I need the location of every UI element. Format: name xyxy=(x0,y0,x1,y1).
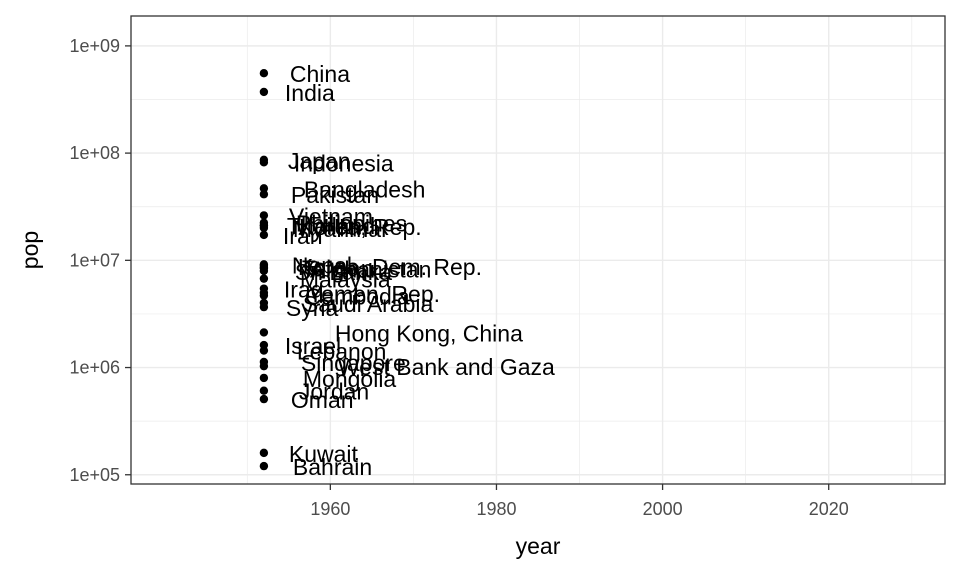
data-point xyxy=(259,361,269,371)
x-tick-label: 1960 xyxy=(310,499,350,519)
y-axis: 1e+05 1e+06 1e+07 1e+08 1e+09 xyxy=(69,36,131,485)
data-point xyxy=(259,266,269,276)
point-label: Jordan xyxy=(299,379,369,405)
y-tick-label: 1e+07 xyxy=(69,250,120,270)
data-point xyxy=(259,260,269,269)
data-point xyxy=(259,184,269,193)
point-label: Afghanistan xyxy=(310,256,431,282)
point-label: Bangladesh xyxy=(304,176,426,202)
major-gridlines xyxy=(131,16,945,484)
point-label: Kuwait xyxy=(289,441,359,467)
data-point xyxy=(259,211,269,220)
data-point xyxy=(259,461,269,471)
point-label: Iran xyxy=(283,223,323,249)
x-axis-title: year xyxy=(516,533,561,559)
data-point xyxy=(259,448,269,458)
point-label: Nepal xyxy=(292,252,352,278)
panel-border xyxy=(130,15,946,485)
point-label: Bahrain xyxy=(293,454,372,480)
data-point xyxy=(259,87,269,97)
y-axis-title: pop xyxy=(17,231,43,269)
point-label: Oman xyxy=(291,387,354,413)
data-point xyxy=(259,346,269,355)
point-label: Iraq xyxy=(284,277,324,303)
y-tick-label: 1e+06 xyxy=(69,358,120,378)
point-label: Lebanon xyxy=(297,339,387,365)
point-label: West Bank and Gaza xyxy=(338,354,555,380)
data-point xyxy=(259,274,269,283)
point-label: Korea, Rep. xyxy=(299,214,422,240)
point-label: Indonesia xyxy=(294,150,394,176)
point-label: Yemen, Rep. xyxy=(308,281,440,307)
point-label: India xyxy=(285,80,335,106)
y-tick-label: 1e+09 xyxy=(69,36,120,56)
point-label: Singapore xyxy=(301,350,406,376)
data-point xyxy=(259,230,269,240)
point-label: Israel xyxy=(285,333,341,359)
point-label: Myanmar xyxy=(293,216,389,242)
minor-gridlines xyxy=(131,16,945,484)
point-label: Mongolia xyxy=(303,366,397,392)
point-label: Syria xyxy=(286,295,339,321)
y-tick-label: 1e+08 xyxy=(69,143,120,163)
point-label: Pakistan xyxy=(291,182,379,208)
x-tick-label: 2020 xyxy=(809,499,849,519)
point-label: Sri Lanka xyxy=(295,259,392,285)
point-label: Saudi Arabia xyxy=(303,291,434,317)
point-label: Korea, Dem. Rep. xyxy=(298,254,482,280)
data-point xyxy=(259,288,269,298)
point-label: China xyxy=(290,61,350,87)
data-point xyxy=(259,302,269,312)
data-point xyxy=(259,373,269,383)
data-point xyxy=(259,68,269,78)
data-point xyxy=(259,328,269,337)
x-tick-label: 1980 xyxy=(476,499,516,519)
point-label: Malaysia xyxy=(300,267,391,293)
point-label: Japan xyxy=(288,148,351,174)
point-label: Taiwan xyxy=(302,256,374,282)
data-points xyxy=(259,68,269,471)
x-axis: 1960 1980 2000 2020 xyxy=(310,484,849,519)
data-point xyxy=(259,386,269,395)
x-tick-label: 2000 xyxy=(643,499,683,519)
data-point xyxy=(259,190,269,199)
point-label: Thailand xyxy=(287,213,375,239)
data-point xyxy=(259,158,269,167)
point-label: Philippines xyxy=(296,211,407,237)
point-label: Vietnam xyxy=(289,203,373,229)
data-point xyxy=(259,223,269,233)
point-label: Hong Kong, China xyxy=(335,320,523,346)
point-label: Cambodia xyxy=(305,284,410,310)
y-tick-label: 1e+05 xyxy=(69,465,120,485)
data-point xyxy=(259,394,269,404)
